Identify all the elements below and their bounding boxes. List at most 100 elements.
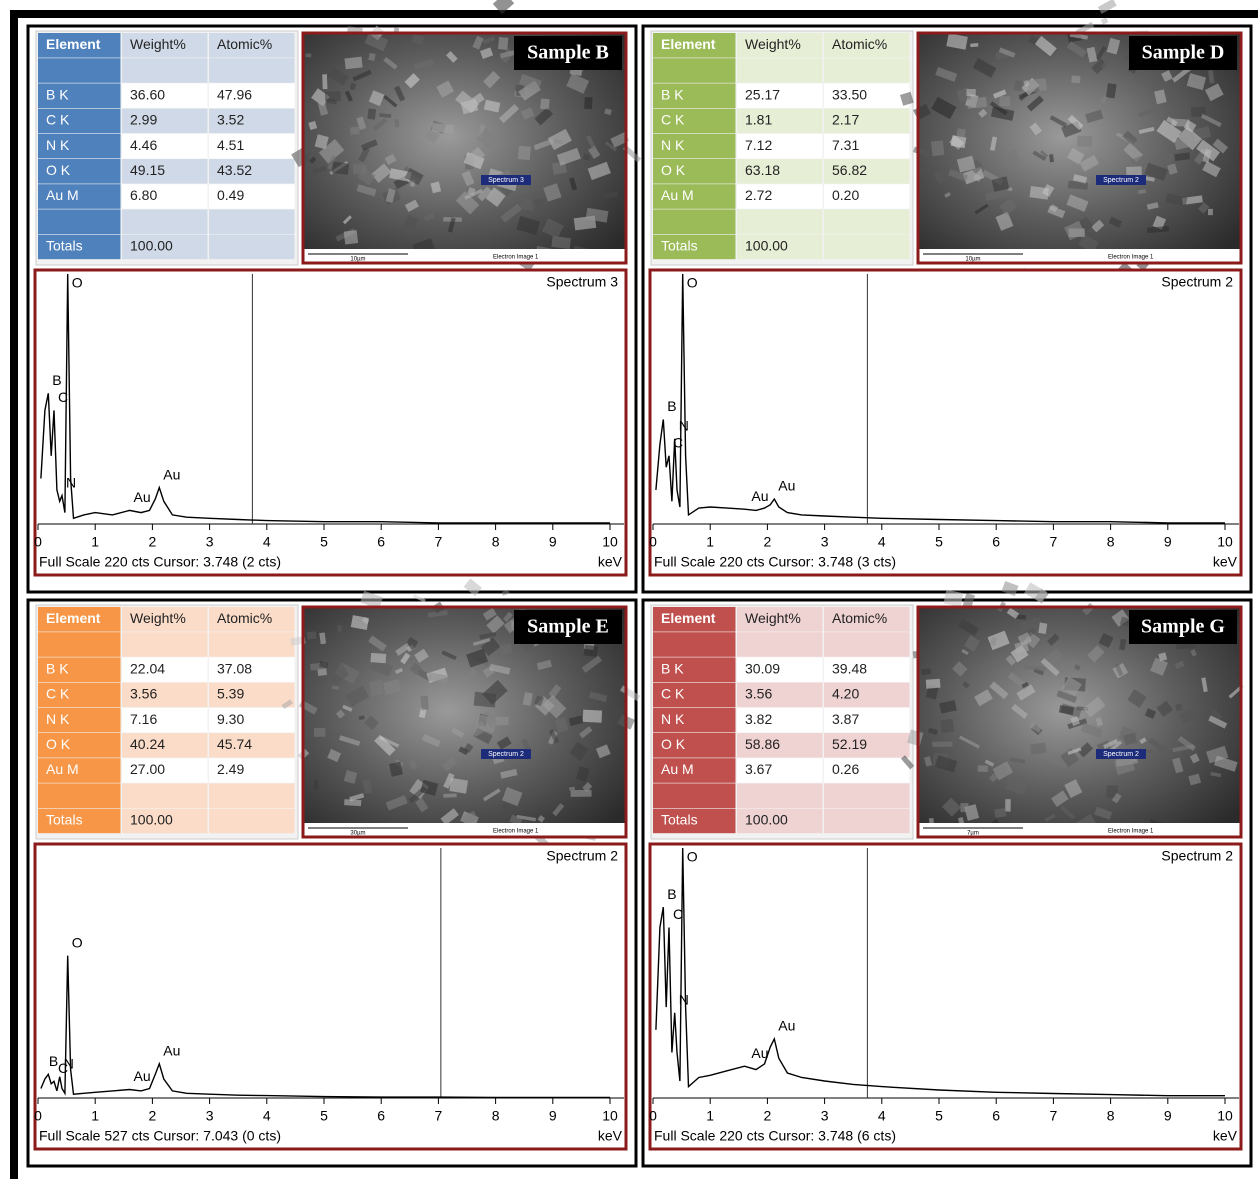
x-tick-label: 1 bbox=[91, 1108, 99, 1124]
spectrum-title: Spectrum 2 bbox=[546, 848, 618, 864]
table-text: B K bbox=[46, 86, 69, 102]
table-cell bbox=[122, 58, 208, 83]
table-text: Weight% bbox=[745, 610, 801, 626]
sem-texture bbox=[583, 154, 590, 160]
table-cell bbox=[824, 632, 910, 657]
peak-label: N bbox=[64, 1055, 74, 1071]
sem-texture bbox=[500, 644, 512, 654]
table-text: 9.30 bbox=[217, 711, 244, 727]
frame-left bbox=[10, 10, 18, 1179]
x-tick-label: 7 bbox=[435, 534, 443, 550]
x-tick-label: 2 bbox=[149, 1108, 157, 1124]
table-text: O K bbox=[661, 162, 686, 178]
table-text: B K bbox=[661, 86, 684, 102]
image-caption: Electron Image 1 bbox=[1108, 255, 1154, 261]
sem-texture bbox=[1208, 209, 1213, 215]
x-tick-label: 1 bbox=[91, 534, 99, 550]
sem-texture bbox=[571, 790, 592, 797]
sem-texture bbox=[540, 99, 549, 110]
x-tick-label: 9 bbox=[549, 1108, 557, 1124]
table-cell bbox=[38, 632, 121, 657]
x-tick-label: 9 bbox=[1164, 534, 1172, 550]
table-text: Weight% bbox=[130, 36, 186, 52]
table-text: Totals bbox=[661, 238, 698, 254]
table-text: 52.19 bbox=[832, 736, 867, 752]
spectrum-footer: Full Scale 220 cts Cursor: 3.748 (6 cts) bbox=[654, 1128, 896, 1144]
x-tick-label: 4 bbox=[263, 534, 271, 550]
table-text: 58.86 bbox=[745, 736, 780, 752]
table-text: 3.87 bbox=[832, 711, 859, 727]
peak-label: O bbox=[687, 849, 698, 865]
x-tick-label: 6 bbox=[377, 1108, 385, 1124]
panel: ElementWeight%Atomic%B K30.0939.48C K3.5… bbox=[643, 581, 1251, 1166]
sem-texture bbox=[1002, 581, 1019, 596]
sem-texture bbox=[966, 89, 976, 96]
spectrum-marker: Spectrum 3 bbox=[488, 177, 524, 184]
table-cell bbox=[209, 809, 295, 834]
x-axis-label: keV bbox=[598, 1128, 623, 1144]
sem-texture bbox=[584, 97, 592, 109]
sem-texture bbox=[498, 37, 508, 50]
x-tick-label: 10 bbox=[1217, 534, 1233, 550]
x-tick-label: 4 bbox=[878, 1108, 886, 1124]
table-cell bbox=[824, 209, 910, 234]
sem-texture bbox=[495, 717, 508, 725]
table-text: 100.00 bbox=[745, 812, 788, 828]
peak-label: N bbox=[679, 417, 689, 433]
x-tick-label: 3 bbox=[206, 1108, 214, 1124]
table-text: 36.60 bbox=[130, 86, 165, 102]
x-tick-label: 5 bbox=[935, 1108, 943, 1124]
peak-label: Au bbox=[751, 1045, 768, 1061]
sem-texture bbox=[474, 692, 497, 708]
peak-label: Au bbox=[778, 1018, 795, 1034]
x-tick-label: 1 bbox=[706, 534, 714, 550]
sample-label: Sample E bbox=[527, 616, 609, 638]
peak-label: B bbox=[49, 1053, 58, 1069]
x-tick-label: 7 bbox=[1050, 1108, 1058, 1124]
table-text: Element bbox=[661, 610, 716, 626]
table-text: Au M bbox=[46, 761, 79, 777]
peak-label: C bbox=[673, 435, 683, 451]
table-text: 43.52 bbox=[217, 162, 252, 178]
x-tick-label: 3 bbox=[821, 534, 829, 550]
table-text: 25.17 bbox=[745, 86, 780, 102]
x-tick-label: 0 bbox=[34, 1108, 42, 1124]
table-text: C K bbox=[661, 686, 685, 702]
table-cell bbox=[122, 632, 208, 657]
sem-texture bbox=[1077, 136, 1092, 147]
table-cell bbox=[209, 632, 295, 657]
table-text: B K bbox=[46, 660, 69, 676]
sem-texture bbox=[432, 123, 454, 133]
x-tick-label: 8 bbox=[1107, 534, 1115, 550]
table-text: 2.72 bbox=[745, 187, 772, 203]
x-tick-label: 1 bbox=[706, 1108, 714, 1124]
x-tick-label: 5 bbox=[935, 534, 943, 550]
spectrum-marker: Spectrum 2 bbox=[1103, 177, 1139, 184]
x-tick-label: 9 bbox=[1164, 1108, 1172, 1124]
sem-texture bbox=[583, 710, 602, 723]
table-text: 100.00 bbox=[130, 238, 173, 254]
sample-label: Sample D bbox=[1142, 42, 1225, 64]
sem-texture bbox=[332, 162, 350, 175]
sem-texture bbox=[314, 728, 325, 737]
table-text: O K bbox=[46, 736, 71, 752]
table-cell bbox=[824, 235, 910, 260]
sem-texture bbox=[931, 140, 944, 156]
sem-texture bbox=[350, 127, 360, 135]
sem-texture bbox=[1175, 704, 1182, 712]
spectrum-box bbox=[650, 270, 1241, 575]
table-text: 37.08 bbox=[217, 660, 252, 676]
table-text: N K bbox=[661, 137, 685, 153]
x-tick-label: 2 bbox=[764, 1108, 772, 1124]
spectrum-box bbox=[35, 844, 626, 1149]
table-text: Element bbox=[46, 610, 101, 626]
table-text: 2.99 bbox=[130, 112, 157, 128]
x-tick-label: 4 bbox=[878, 534, 886, 550]
x-tick-label: 9 bbox=[549, 534, 557, 550]
table-text: 3.52 bbox=[217, 112, 244, 128]
table-cell bbox=[209, 58, 295, 83]
table-text: 7.12 bbox=[745, 137, 772, 153]
peak-label: Au bbox=[134, 1068, 151, 1084]
x-tick-label: 2 bbox=[764, 534, 772, 550]
x-axis-label: keV bbox=[1213, 1128, 1238, 1144]
